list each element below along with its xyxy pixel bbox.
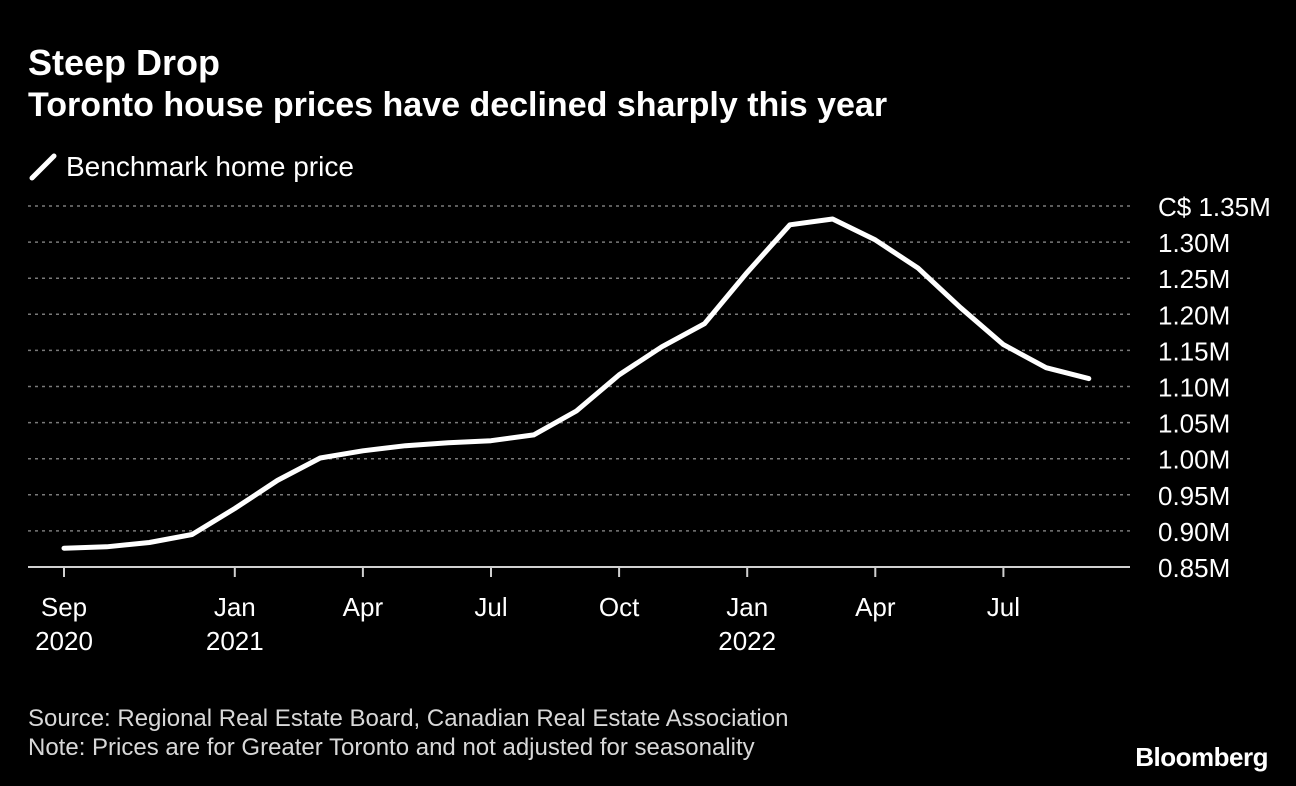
- grid-layer: [28, 205, 1130, 532]
- x-tick-year-label: 2021: [206, 626, 264, 656]
- y-tick-label: C$ 1.35M: [1158, 192, 1271, 222]
- x-tick-label: Jan: [214, 592, 256, 622]
- x-tick-year-label: 2020: [35, 626, 93, 656]
- methodology-note: Note: Prices are for Greater Toronto and…: [28, 734, 755, 761]
- x-tick-label: Apr: [855, 592, 896, 622]
- y-tick-label: 1.10M: [1158, 373, 1230, 403]
- series-layer: [61, 216, 1092, 551]
- x-tick-label: Oct: [599, 592, 640, 622]
- line-chart: Sep 2020 Jan 2021 Apr Jul Oct Jan 2022 Apr Jul 0.8…: [28, 192, 1271, 656]
- y-tick-label: 1.20M: [1158, 300, 1230, 330]
- y-tick-label: 1.30M: [1158, 228, 1230, 258]
- y-tick-label: 1.15M: [1158, 336, 1230, 366]
- x-tick-year-label: 2022: [718, 626, 776, 656]
- y-tick-label: 1.25M: [1158, 264, 1230, 294]
- x-tick-label: Jul: [474, 592, 507, 622]
- legend: Benchmark home price: [28, 150, 354, 184]
- x-tick-label: Jan: [726, 592, 768, 622]
- x-tick-label: Apr: [343, 592, 384, 622]
- series-line-benchmark-home-price: [61, 216, 1092, 551]
- line-swatch-icon: [29, 153, 57, 181]
- source-note: Source: Regional Real Estate Board, Cana…: [28, 705, 789, 732]
- y-tick-label: 0.95M: [1158, 481, 1230, 511]
- y-tick-label: 0.85M: [1158, 553, 1230, 583]
- chart-subtitle: Toronto house prices have declined sharp…: [28, 86, 888, 124]
- x-tick-label: Jul: [987, 592, 1020, 622]
- y-tick-label: 1.05M: [1158, 409, 1230, 439]
- bloomberg-logo: Bloomberg: [1135, 742, 1268, 772]
- x-axis: Sep 2020 Jan 2021 Apr Jul Oct Jan 2022 Apr Jul: [28, 566, 1130, 656]
- y-tick-label: 1.00M: [1158, 445, 1230, 475]
- x-tick-label: Sep: [41, 592, 87, 622]
- legend-label: Benchmark home price: [66, 151, 354, 182]
- chart-title: Steep Drop: [28, 42, 221, 83]
- y-axis: 0.85M 0.90M 0.95M 1.00M 1.05M 1.10M 1.15M 1.20M…: [1158, 192, 1271, 583]
- y-tick-label: 0.90M: [1158, 517, 1230, 547]
